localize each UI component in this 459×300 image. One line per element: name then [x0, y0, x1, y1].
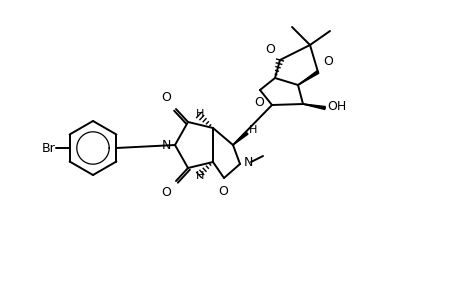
Text: H: H [195, 171, 203, 181]
Polygon shape [233, 132, 247, 145]
Text: N: N [161, 139, 171, 152]
Text: H: H [248, 125, 257, 135]
Text: O: O [322, 55, 332, 68]
Polygon shape [297, 71, 318, 85]
Text: O: O [253, 95, 263, 109]
Text: H: H [195, 109, 203, 119]
Text: O: O [161, 186, 171, 199]
Polygon shape [302, 104, 325, 110]
Text: O: O [264, 43, 274, 56]
Text: O: O [218, 185, 228, 198]
Text: Br: Br [42, 142, 56, 154]
Text: OH: OH [326, 100, 346, 112]
Text: N: N [243, 155, 253, 169]
Text: O: O [161, 91, 171, 104]
